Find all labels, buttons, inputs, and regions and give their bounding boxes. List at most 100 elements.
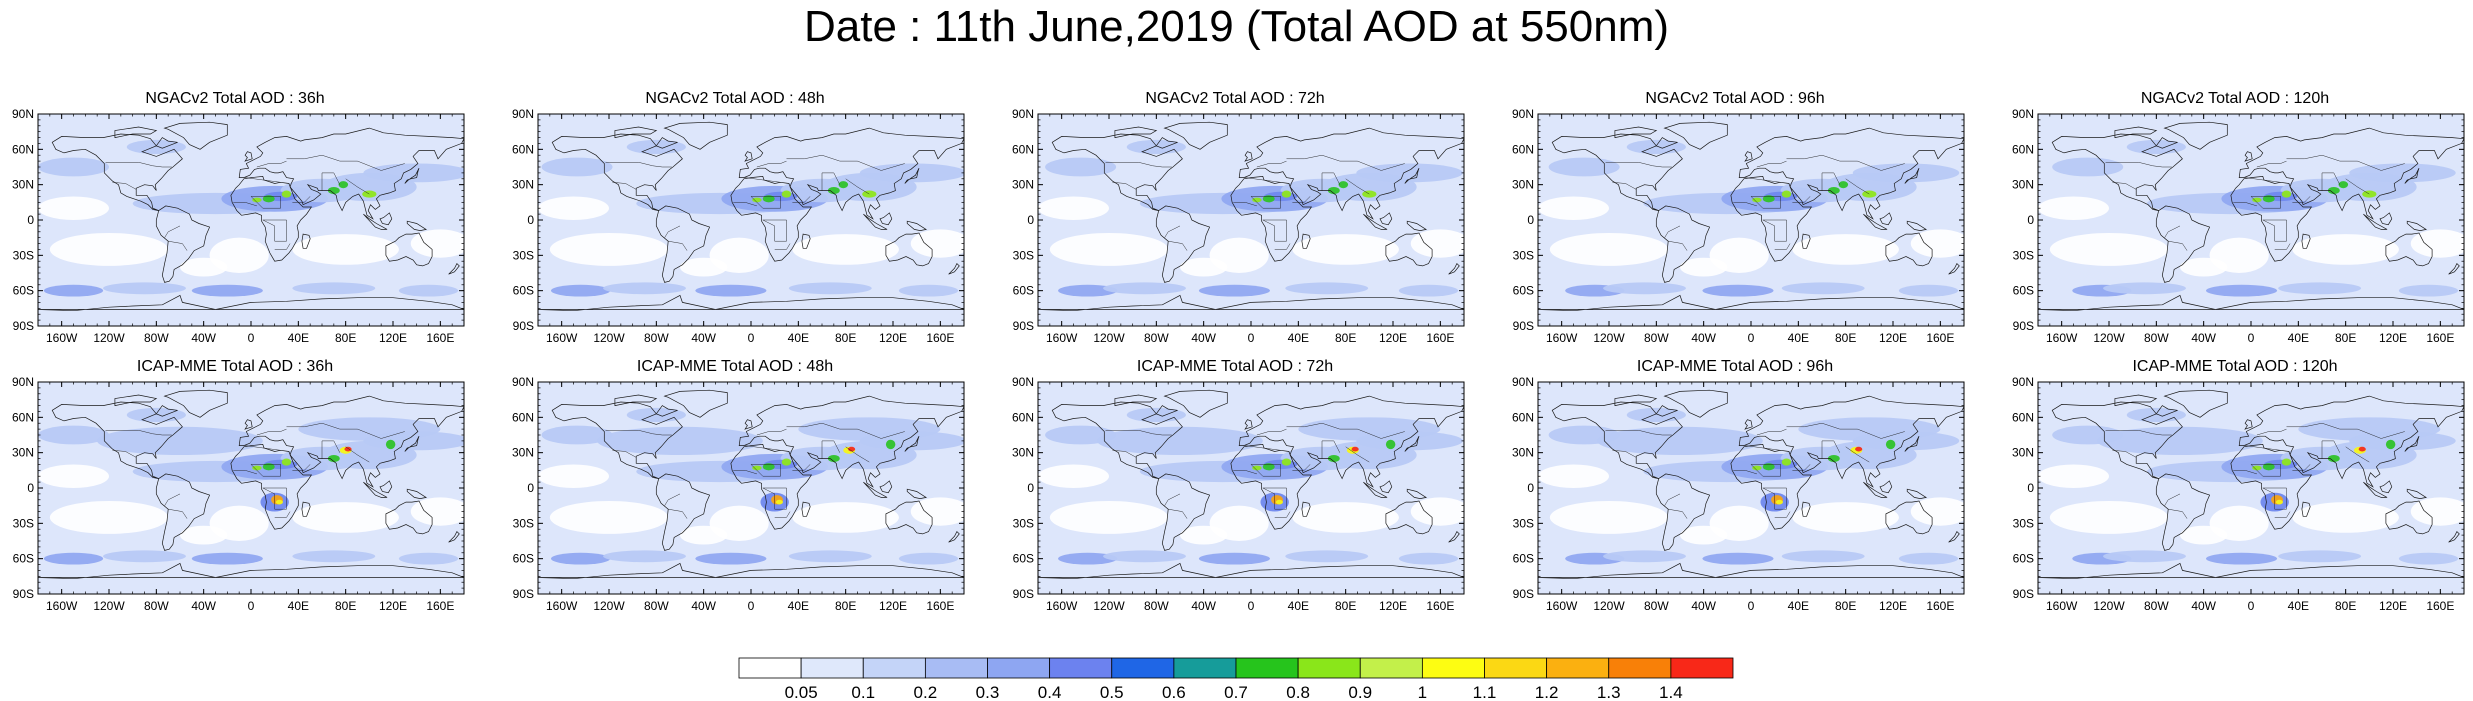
colorbar-box [1546,657,1610,679]
aod-plume-medium [38,157,109,177]
lon-tick-label: 80E [835,599,856,613]
lon-tick-label: 160W [546,599,578,613]
aod-plume-medium [1045,157,1117,177]
border [1105,162,1172,168]
coastline [1363,213,1388,230]
lon-tick-label: 80E [2335,599,2356,613]
border [1774,243,1791,250]
lat-tick-label: 0 [1027,213,1034,227]
colorbar-label: 0.2 [914,683,938,701]
coastline [948,263,960,275]
lon-tick-label: 80E [335,599,356,613]
aod-plume-medium [1781,550,1865,563]
coastline [2363,481,2388,498]
clean-air-region [292,502,399,533]
coastline [1406,488,1428,499]
lon-tick-label: 120W [1593,331,1625,345]
colorbar-box [738,657,802,679]
aod-plume-red [2358,446,2366,452]
lon-tick-label: 80E [1335,331,1356,345]
panel-title: NGACv2 Total AOD : 96h [1645,90,1825,107]
lat-tick-label: 60S [1013,552,1034,566]
coastline [2155,473,2211,551]
coastline [1730,176,1813,262]
ngac-panel-3: NGACv2 Total AOD : 72h 90N 60N 30N 0 30S 60S 90… [1000,90,1470,345]
aod-plume-medium [541,157,613,177]
colorbar-label: 1.1 [1473,683,1497,701]
aod-field [38,114,464,326]
clean-air-region [792,234,899,265]
lon-tick-label: 120W [93,599,125,613]
lon-tick-label: 40E [1288,599,1309,613]
border [733,470,757,475]
aod-plume-medium [97,426,263,456]
coastline [538,294,964,312]
lat-tick-label: 90S [1013,319,1034,333]
lon-tick-label: 40W [1691,599,1716,613]
lon-tick-label: 160W [1046,331,1078,345]
clean-air-region [1792,502,1899,533]
aod-plume-green [885,439,896,450]
aod-plume-strong [695,552,767,565]
aod-field [2038,382,2464,594]
lat-tick-label: 0 [1527,481,1534,495]
coastline [2230,444,2313,530]
colorbar-label: 0.8 [1286,683,1310,701]
aod-plume-medium [1298,417,1441,441]
ngac-panel-5: NGACv2 Total AOD : 120h 90N 60N 30N 0 30S 60S 9… [2000,90,2470,345]
aod-plume-medium [2278,282,2362,295]
aod-plume-strong [43,284,104,297]
coastline [1114,126,1158,139]
aod-plume-yellow [275,499,283,505]
coastline [1406,220,1428,231]
border [2256,428,2287,436]
colorbar-label: 1.2 [1535,683,1559,701]
coastline [738,127,964,220]
clean-air-region [1049,232,1169,266]
lat-tick-label: 60N [1012,410,1034,424]
aod-plume-green [262,463,275,471]
aod-plume-medium [1285,282,1369,295]
coastline [406,488,428,499]
panel-title: ICAP-MME Total AOD : 96h [1636,358,1834,375]
coastline [1744,151,1753,162]
clean-air-region [2038,464,2109,488]
lat-tick-label: 30S [1513,248,1534,262]
lat-tick-label: 0 [2027,213,2034,227]
lat-tick-label: 60S [1513,284,1534,298]
coastline [1863,213,1888,230]
coastline [1301,501,1311,517]
border [1750,196,1781,209]
border [1164,493,1181,506]
lat-tick-label: 30S [2013,516,2034,530]
clean-air-region [1680,257,1728,277]
aod-plume-strong [1058,284,1118,297]
border [321,172,341,191]
aod-field [1038,114,1464,326]
border [2105,162,2172,168]
icap-panel-2: ICAP-MME Total AOD : 48h 90N 60N 30N 0 30S 60S… [500,358,970,613]
aod-plume-green [2338,181,2349,189]
border [1286,154,1405,171]
coastline [2244,151,2253,162]
border [1164,225,1181,238]
clean-air-region [1680,525,1728,545]
lon-tick-label: 160E [2426,599,2454,613]
lon-tick-label: 120W [2093,331,2125,345]
aod-plume-green [1262,195,1275,203]
coastline [906,488,928,499]
colorbar-box [924,657,988,679]
lat-tick-label: 60S [13,552,34,566]
lat-tick-label: 60N [512,410,534,424]
clean-air-region [1038,464,1109,488]
lat-tick-label: 30N [1512,178,1534,192]
coastline [1801,233,1811,249]
lon-tick-label: 40W [1191,599,1216,613]
aod-plume-medium [859,163,964,183]
clean-air-region [1538,196,1609,220]
lon-tick-label: 40W [691,599,716,613]
lon-tick-label: 120E [379,331,407,345]
border [286,422,405,439]
aod-plume-medium [541,425,613,445]
lon-tick-label: 40E [288,331,309,345]
